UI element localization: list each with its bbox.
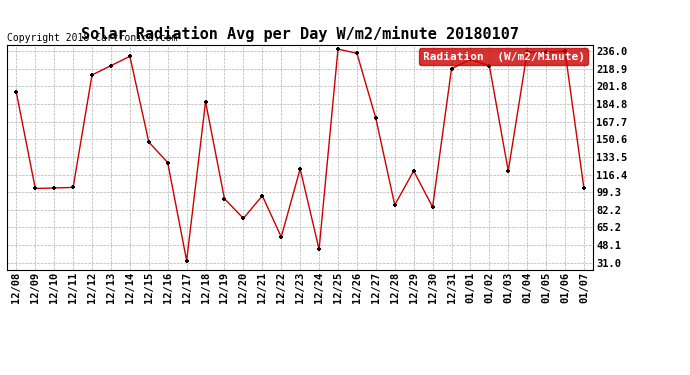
- Point: [144, 139, 155, 145]
- Legend: Radiation  (W/m2/Minute): Radiation (W/m2/Minute): [420, 48, 588, 65]
- Point: [219, 196, 230, 202]
- Point: [295, 166, 306, 172]
- Point: [408, 168, 420, 174]
- Point: [181, 258, 192, 264]
- Title: Solar Radiation Avg per Day W/m2/minute 20180107: Solar Radiation Avg per Day W/m2/minute …: [81, 27, 519, 42]
- Point: [560, 48, 571, 54]
- Point: [106, 63, 117, 69]
- Point: [124, 53, 135, 59]
- Point: [86, 72, 97, 78]
- Point: [371, 115, 382, 121]
- Point: [578, 186, 589, 192]
- Point: [484, 63, 495, 69]
- Point: [257, 193, 268, 199]
- Point: [540, 49, 551, 55]
- Point: [313, 246, 324, 252]
- Point: [238, 215, 249, 221]
- Point: [389, 202, 400, 208]
- Point: [351, 50, 362, 56]
- Point: [446, 66, 457, 72]
- Point: [11, 90, 22, 96]
- Point: [30, 186, 41, 192]
- Point: [465, 57, 476, 63]
- Point: [162, 160, 173, 166]
- Point: [68, 184, 79, 190]
- Point: [200, 99, 211, 105]
- Point: [503, 168, 514, 174]
- Point: [276, 234, 287, 240]
- Point: [49, 185, 60, 191]
- Point: [427, 204, 438, 210]
- Point: [333, 46, 344, 52]
- Point: [522, 49, 533, 55]
- Text: Copyright 2018 Cartronics.com: Copyright 2018 Cartronics.com: [7, 33, 177, 43]
